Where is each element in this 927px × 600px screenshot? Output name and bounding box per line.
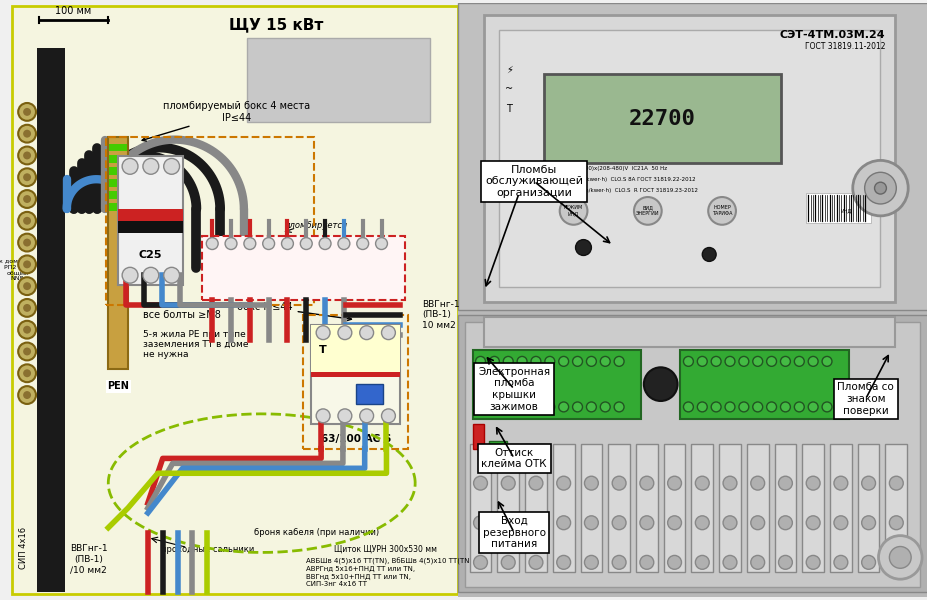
Circle shape: [694, 476, 708, 490]
Text: 100 мм: 100 мм: [56, 6, 92, 16]
Bar: [37, 47, 65, 592]
Circle shape: [584, 516, 598, 530]
Text: СЭТ-4ТМ.03М.24: СЭТ-4ТМ.03М.24: [779, 29, 884, 40]
Circle shape: [19, 277, 36, 295]
Circle shape: [23, 347, 31, 355]
Text: T: T: [506, 104, 512, 114]
Bar: [311, 325, 400, 424]
Circle shape: [722, 556, 736, 569]
Circle shape: [600, 402, 610, 412]
Circle shape: [475, 356, 485, 367]
Bar: [457, 3, 927, 597]
Circle shape: [473, 516, 487, 530]
Circle shape: [558, 402, 568, 412]
Circle shape: [752, 402, 762, 412]
Bar: [499, 30, 880, 287]
Circle shape: [702, 248, 716, 262]
Bar: [774, 443, 795, 572]
Text: Пломба со
знаком
поверки: Пломба со знаком поверки: [836, 382, 893, 416]
Circle shape: [780, 402, 790, 412]
Circle shape: [821, 402, 832, 412]
Circle shape: [23, 217, 31, 225]
Circle shape: [528, 516, 542, 530]
Circle shape: [556, 516, 570, 530]
Bar: [109, 167, 127, 175]
Circle shape: [614, 356, 623, 367]
Circle shape: [696, 402, 706, 412]
Circle shape: [502, 356, 513, 367]
Circle shape: [337, 409, 351, 423]
Circle shape: [667, 476, 680, 490]
Bar: [108, 137, 128, 370]
Bar: [484, 15, 895, 302]
Circle shape: [23, 151, 31, 160]
Bar: [663, 443, 685, 572]
Circle shape: [163, 158, 179, 174]
Circle shape: [667, 516, 680, 530]
Circle shape: [23, 108, 31, 116]
Text: B=200000 Imp/(kW·h/kwer·h)  CLO.S  R ГОСТ 31819.23-2012: B=200000 Imp/(kW·h/kwer·h) CLO.S R ГОСТ …: [528, 188, 697, 193]
Circle shape: [19, 386, 36, 404]
Circle shape: [501, 556, 514, 569]
Circle shape: [501, 476, 514, 490]
Text: все болты ≥М8: все болты ≥М8: [143, 310, 221, 320]
Text: бокс IP≤44: бокс IP≤44: [236, 302, 351, 320]
Bar: [109, 179, 127, 187]
Circle shape: [19, 343, 36, 361]
Circle shape: [750, 516, 764, 530]
Circle shape: [833, 556, 847, 569]
Circle shape: [360, 326, 374, 340]
Text: к домовую
РП2 3х6
общий
NN8: к домовую РП2 3х6 общий NN8: [0, 259, 35, 281]
Circle shape: [225, 238, 236, 250]
Circle shape: [682, 402, 692, 412]
Text: ВВГнг-1
(ПВ-1)
10 мм2: ВВГнг-1 (ПВ-1) 10 мм2: [422, 300, 459, 330]
Circle shape: [707, 197, 735, 225]
Circle shape: [319, 238, 331, 250]
Circle shape: [19, 212, 36, 230]
Circle shape: [766, 402, 776, 412]
Circle shape: [584, 476, 598, 490]
Circle shape: [633, 197, 661, 225]
Circle shape: [572, 402, 582, 412]
Circle shape: [475, 402, 485, 412]
Circle shape: [766, 356, 776, 367]
Bar: [525, 443, 546, 572]
Circle shape: [244, 238, 256, 250]
Bar: [857, 443, 879, 572]
Circle shape: [667, 556, 680, 569]
Bar: [829, 443, 851, 572]
Circle shape: [778, 516, 792, 530]
Bar: [457, 3, 927, 310]
Text: ВВГнг-1
(ПВ-1)
∕10 мм2: ВВГнг-1 (ПВ-1) ∕10 мм2: [70, 544, 108, 574]
Circle shape: [262, 238, 274, 250]
Circle shape: [544, 402, 554, 412]
Circle shape: [316, 326, 330, 340]
Text: PEN: PEN: [108, 381, 129, 391]
Circle shape: [861, 516, 874, 530]
Circle shape: [806, 556, 819, 569]
Circle shape: [23, 195, 31, 203]
Circle shape: [612, 516, 626, 530]
Text: T: T: [319, 344, 326, 355]
Bar: [247, 38, 429, 122]
Circle shape: [612, 556, 626, 569]
Text: ⚡: ⚡: [505, 64, 512, 74]
Circle shape: [300, 238, 311, 250]
Bar: [12, 6, 457, 594]
Circle shape: [544, 356, 554, 367]
Circle shape: [738, 402, 748, 412]
Circle shape: [640, 476, 653, 490]
Circle shape: [807, 356, 818, 367]
Bar: [118, 209, 183, 221]
Circle shape: [19, 169, 36, 186]
Circle shape: [23, 282, 31, 290]
Circle shape: [337, 238, 349, 250]
Circle shape: [281, 238, 293, 250]
Text: Оттиск
клейма ОТК: Оттиск клейма ОТК: [481, 448, 546, 469]
Circle shape: [556, 556, 570, 569]
Bar: [472, 424, 484, 449]
Circle shape: [694, 516, 708, 530]
Circle shape: [612, 476, 626, 490]
Bar: [489, 440, 507, 458]
Circle shape: [489, 402, 499, 412]
